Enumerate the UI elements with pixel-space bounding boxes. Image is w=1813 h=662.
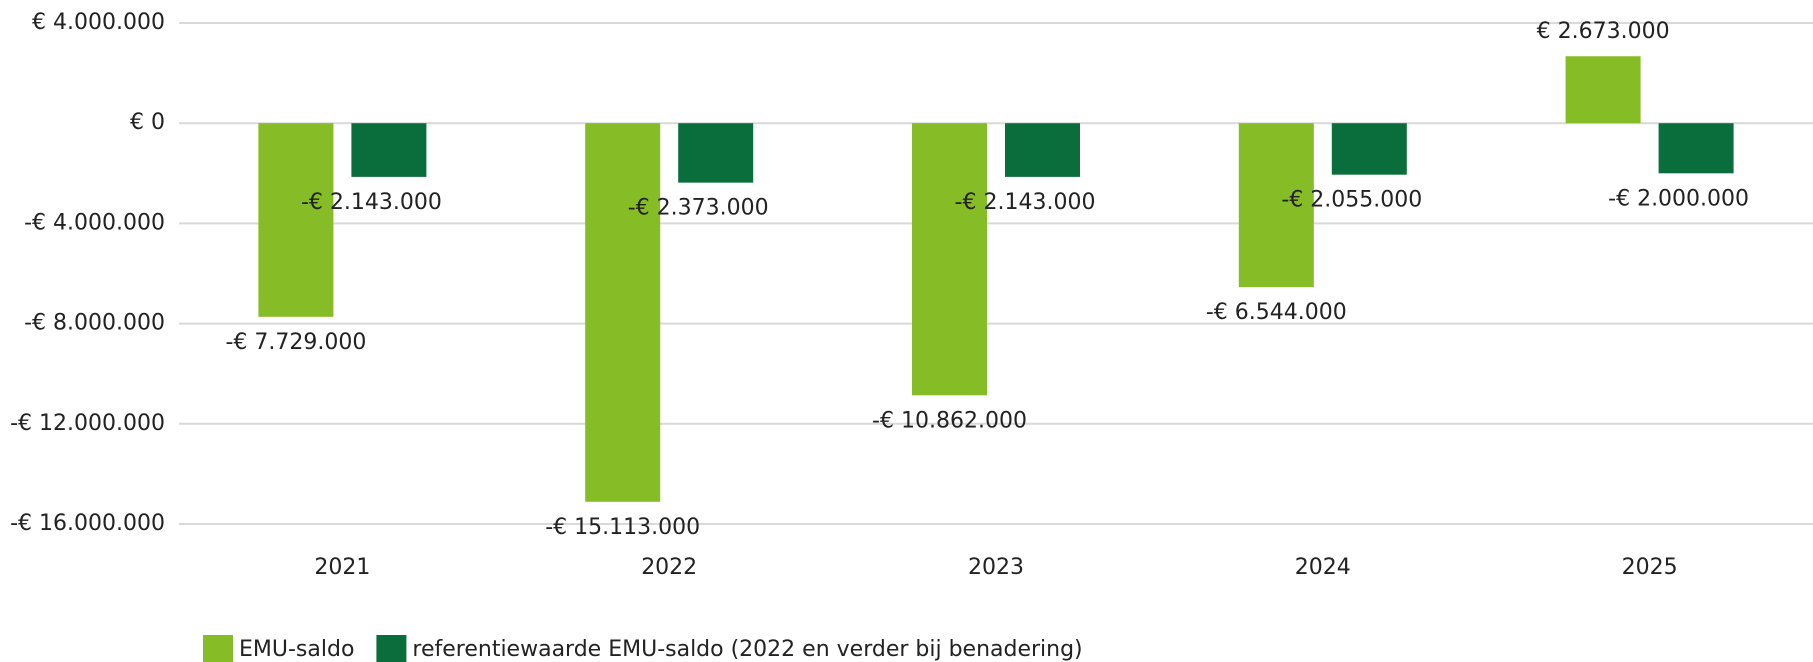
data-label: -€ 2.000.000 [1608,186,1749,211]
data-label: -€ 2.143.000 [301,190,442,215]
data-label: -€ 6.544.000 [1206,300,1347,325]
bar [258,123,334,317]
data-label: -€ 7.729.000 [225,330,366,355]
y-tick-label: -€ 4.000.000 [24,210,165,235]
bar [678,123,754,183]
data-label: -€ 15.113.000 [545,515,700,540]
x-tick-label: 2021 [314,555,370,580]
legend-swatch [376,635,407,662]
bar [351,123,427,177]
y-tick-label: -€ 12.000.000 [10,411,165,436]
data-label: -€ 10.862.000 [872,408,1027,433]
bar [1238,123,1314,288]
legend-label: referentiewaarde EMU-saldo (2022 en verd… [412,637,1082,662]
y-tick-label: € 0 [130,110,165,135]
bar [1565,56,1641,124]
data-label: -€ 2.143.000 [955,190,1096,215]
data-label: -€ 2.373.000 [628,196,769,221]
bar [912,123,987,396]
bar [1658,123,1734,174]
data-label: -€ 2.055.000 [1281,188,1422,213]
data-label: € 2.673.000 [1537,19,1670,44]
bar [1331,123,1407,175]
legend-swatch [203,635,233,662]
y-tick-label: -€ 16.000.000 [10,511,165,536]
bar [1005,123,1080,177]
x-tick-label: 2024 [1295,555,1351,580]
y-tick-label: € 4.000.000 [32,10,165,35]
legend-label: EMU-saldo [239,637,354,662]
y-tick-label: -€ 8.000.000 [24,311,165,336]
x-tick-label: 2022 [641,555,697,580]
x-tick-label: 2023 [968,555,1024,580]
bar [585,123,661,502]
x-tick-label: 2025 [1622,555,1678,580]
